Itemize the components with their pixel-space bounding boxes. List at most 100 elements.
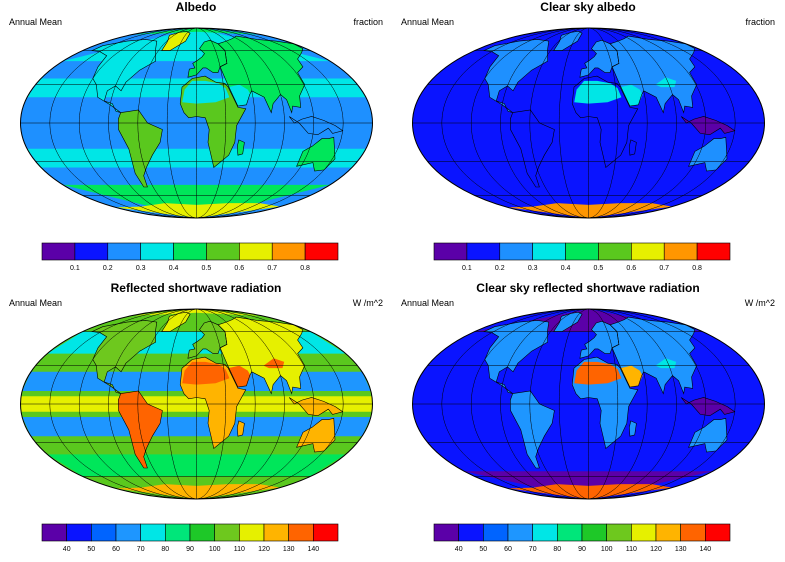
namerica-region <box>92 39 157 113</box>
antarctica-region <box>507 484 673 499</box>
colorbar-swatch <box>189 523 215 542</box>
colorbar-tick-label: 0.8 <box>300 265 310 272</box>
colorbar-tick-label: 0.1 <box>462 265 472 272</box>
panel-unit-label: W /m^2 <box>744 298 775 308</box>
panel-period-label: Annual Mean <box>401 298 455 308</box>
colorbar-tick-label: 80 <box>553 546 561 553</box>
colorbar-tick-label: 0.2 <box>495 265 505 272</box>
panel-clear-sky-albedo: Clear sky albedo Annual Mean fraction 0.… <box>392 0 784 281</box>
colorbar-swatch <box>173 242 207 261</box>
colorbar-swatch <box>696 242 731 261</box>
colorbar-swatch <box>66 523 92 542</box>
colorbar-tick-label: 130 <box>675 546 687 553</box>
colorbar-tick-label: 80 <box>161 546 169 553</box>
colorbar-tick-label: 120 <box>258 546 270 553</box>
map-border <box>412 308 765 500</box>
colorbar-swatch <box>557 523 583 542</box>
coastline <box>628 420 637 437</box>
colorbar-tick-label: 50 <box>479 546 487 553</box>
samerica-region <box>118 110 163 187</box>
colorbar-swatch <box>680 523 706 542</box>
coastline <box>236 139 245 156</box>
colorbar-swatch <box>655 523 681 542</box>
coastline <box>579 320 620 359</box>
colorbar-swatch <box>107 242 141 261</box>
greenland-region <box>161 31 191 51</box>
colorbar-tick-label: 0.6 <box>234 265 244 272</box>
coastline <box>509 109 555 188</box>
colorbar-tick-label: 60 <box>504 546 512 553</box>
namerica-region <box>92 320 157 394</box>
arabia-region <box>620 365 643 388</box>
colorbar-swatch <box>499 242 533 261</box>
colorbar-swatch <box>165 523 191 542</box>
colorbar-swatch <box>532 242 566 261</box>
colorbar-tick-label: 0.1 <box>70 265 80 272</box>
colorbar-swatch <box>483 523 509 542</box>
colorbar-swatch <box>433 523 459 542</box>
colorbar-swatch <box>239 242 273 261</box>
coastline <box>553 30 583 51</box>
colorbar-clear-sky-albedo: 0.1 0.2 0.3 0.4 0.5 0.6 0.7 0.8 <box>433 242 731 272</box>
australia-region <box>296 418 335 453</box>
arabia-region <box>620 84 643 107</box>
colorbar-swatch <box>140 523 166 542</box>
coastline <box>91 39 158 113</box>
colorbar-swatch <box>532 523 558 542</box>
panel-period-label: Annual Mean <box>9 298 63 308</box>
colorbar-tick-label: 120 <box>650 546 662 553</box>
colorbar-swatch <box>433 242 468 261</box>
panel-unit-label: fraction <box>745 17 775 27</box>
colorbar-swatch <box>631 242 665 261</box>
arabia-region <box>228 84 251 107</box>
europe-region <box>187 40 227 78</box>
colorbar-tick-label: 0.6 <box>626 265 636 272</box>
colorbar-swatch <box>663 242 698 261</box>
colorbar-swatch <box>41 242 76 261</box>
colorbar-swatch <box>214 523 240 542</box>
colorbar-swatch <box>581 523 607 542</box>
sahara-region <box>574 361 622 385</box>
map-clear-sky-albedo <box>412 27 765 219</box>
indonesia-region <box>681 116 735 135</box>
coastline <box>179 75 247 169</box>
panel-albedo: Albedo Annual Mean fraction 0.1 0.2 0.3 0.4… <box>0 0 392 281</box>
coastline <box>117 109 163 188</box>
colorbar-swatch <box>271 242 306 261</box>
colorbar-tick-label: 0.3 <box>528 265 538 272</box>
coastline <box>179 356 247 450</box>
colorbar-tick-label: 0.5 <box>594 265 604 272</box>
map-border <box>20 27 373 219</box>
colorbar-swatch <box>304 242 339 261</box>
map-reflected-shortwave <box>20 308 373 500</box>
panel-title: Albedo <box>175 0 217 14</box>
colorbar-swatch <box>313 523 339 542</box>
europe-region <box>579 321 619 359</box>
colorbar-tick-label: 40 <box>63 546 71 553</box>
panel-title: Clear sky reflected shortwave radiation <box>476 281 700 295</box>
coastline <box>296 417 336 453</box>
coastline <box>187 39 228 78</box>
antarctica-region <box>507 203 673 218</box>
colorbar-swatch <box>598 242 632 261</box>
colorbar-tick-label: 0.2 <box>103 265 113 272</box>
colorbar-swatch <box>705 523 731 542</box>
coastline <box>161 30 191 51</box>
colorbar-swatch <box>507 523 533 542</box>
coastline <box>571 356 639 450</box>
colorbar-tick-label: 140 <box>699 546 711 553</box>
colorbar-tick-label: 70 <box>137 546 145 553</box>
namerica-region <box>484 39 549 113</box>
colorbar-tick-label: 0.4 <box>169 265 179 272</box>
colorbar-tick-label: 130 <box>283 546 295 553</box>
map-border <box>20 308 373 500</box>
colorbar-tick-label: 110 <box>234 546 245 553</box>
colorbar-tick-label: 140 <box>307 546 319 553</box>
samerica-region <box>510 110 555 187</box>
colorbar-tick-label: 50 <box>87 546 95 553</box>
coastline <box>296 136 336 172</box>
europe-region <box>579 40 619 78</box>
colorbar-tick-label: 70 <box>529 546 537 553</box>
australia-region <box>296 137 335 172</box>
colorbar-tick-label: 0.8 <box>692 265 702 272</box>
